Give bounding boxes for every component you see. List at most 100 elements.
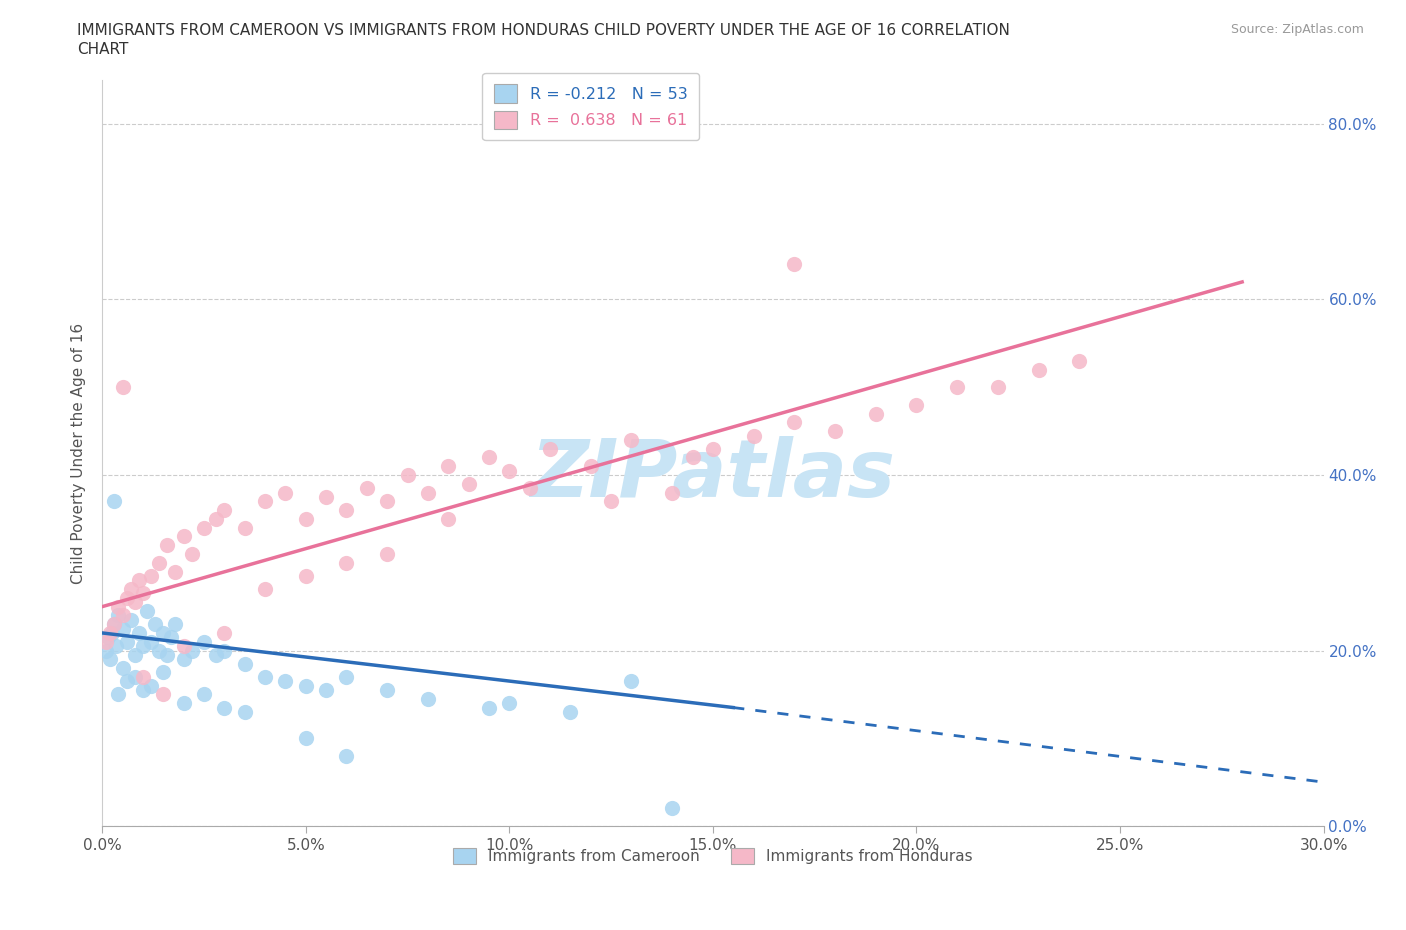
- Point: [478, 700, 501, 715]
- Text: IMMIGRANTS FROM CAMEROON VS IMMIGRANTS FROM HONDURAS CHILD POVERTY UNDER THE AGE: IMMIGRANTS FROM CAMEROON VS IMMIGRANTS F…: [77, 23, 1010, 38]
- Point: [1069, 353, 1091, 368]
- Legend: Immigrants from Cameroon, Immigrants from Honduras: Immigrants from Cameroon, Immigrants fro…: [447, 843, 979, 870]
- Point: [124, 595, 146, 610]
- Point: [180, 643, 202, 658]
- Point: [111, 379, 134, 394]
- Point: [132, 586, 155, 601]
- Point: [148, 643, 170, 658]
- Point: [661, 801, 683, 816]
- Point: [375, 494, 398, 509]
- Point: [103, 494, 125, 509]
- Point: [600, 494, 623, 509]
- Point: [946, 379, 969, 394]
- Point: [165, 565, 187, 579]
- Point: [139, 634, 162, 649]
- Point: [375, 683, 398, 698]
- Point: [214, 626, 236, 641]
- Text: ZIPatlas: ZIPatlas: [530, 436, 896, 514]
- Point: [987, 379, 1010, 394]
- Point: [294, 731, 316, 746]
- Point: [107, 687, 129, 702]
- Point: [115, 673, 138, 688]
- Point: [824, 424, 846, 439]
- Point: [139, 568, 162, 583]
- Point: [111, 621, 134, 636]
- Point: [335, 670, 357, 684]
- Point: [101, 626, 124, 641]
- Point: [396, 468, 419, 483]
- Point: [128, 626, 150, 641]
- Point: [335, 749, 357, 764]
- Point: [165, 617, 187, 631]
- Point: [160, 630, 183, 644]
- Point: [120, 612, 142, 627]
- Point: [173, 529, 195, 544]
- Point: [335, 502, 357, 517]
- Point: [124, 647, 146, 662]
- Point: [538, 441, 561, 456]
- Point: [143, 617, 166, 631]
- Point: [519, 481, 541, 496]
- Point: [274, 673, 297, 688]
- Point: [335, 555, 357, 570]
- Point: [702, 441, 724, 456]
- Point: [193, 520, 215, 535]
- Point: [124, 670, 146, 684]
- Point: [437, 458, 460, 473]
- Point: [294, 568, 316, 583]
- Point: [214, 643, 236, 658]
- Point: [416, 485, 439, 500]
- Point: [152, 665, 174, 680]
- Point: [98, 652, 121, 667]
- Point: [107, 599, 129, 614]
- Point: [356, 481, 378, 496]
- Point: [620, 432, 643, 447]
- Point: [115, 591, 138, 605]
- Point: [193, 634, 215, 649]
- Point: [682, 450, 704, 465]
- Point: [742, 428, 765, 443]
- Point: [156, 647, 179, 662]
- Point: [96, 643, 118, 658]
- Point: [107, 608, 129, 623]
- Point: [233, 657, 256, 671]
- Point: [152, 626, 174, 641]
- Point: [173, 652, 195, 667]
- Point: [416, 691, 439, 706]
- Point: [254, 670, 277, 684]
- Point: [132, 683, 155, 698]
- Point: [254, 581, 277, 596]
- Point: [96, 634, 118, 649]
- Point: [115, 634, 138, 649]
- Point: [132, 670, 155, 684]
- Point: [620, 673, 643, 688]
- Text: CHART: CHART: [77, 42, 129, 57]
- Point: [783, 415, 806, 430]
- Point: [180, 547, 202, 562]
- Point: [233, 520, 256, 535]
- Point: [111, 660, 134, 675]
- Point: [560, 705, 582, 720]
- Point: [148, 555, 170, 570]
- Point: [103, 617, 125, 631]
- Point: [457, 476, 479, 491]
- Point: [375, 547, 398, 562]
- Point: [905, 397, 928, 412]
- Point: [498, 463, 520, 478]
- Point: [173, 639, 195, 654]
- Point: [294, 678, 316, 693]
- Point: [315, 683, 337, 698]
- Point: [437, 512, 460, 526]
- Point: [156, 538, 179, 552]
- Point: [315, 489, 337, 504]
- Point: [274, 485, 297, 500]
- Point: [214, 502, 236, 517]
- Point: [254, 494, 277, 509]
- Point: [1028, 363, 1050, 378]
- Point: [105, 639, 128, 654]
- Point: [865, 406, 887, 421]
- Point: [132, 639, 155, 654]
- Point: [173, 696, 195, 711]
- Point: [111, 608, 134, 623]
- Point: [193, 687, 215, 702]
